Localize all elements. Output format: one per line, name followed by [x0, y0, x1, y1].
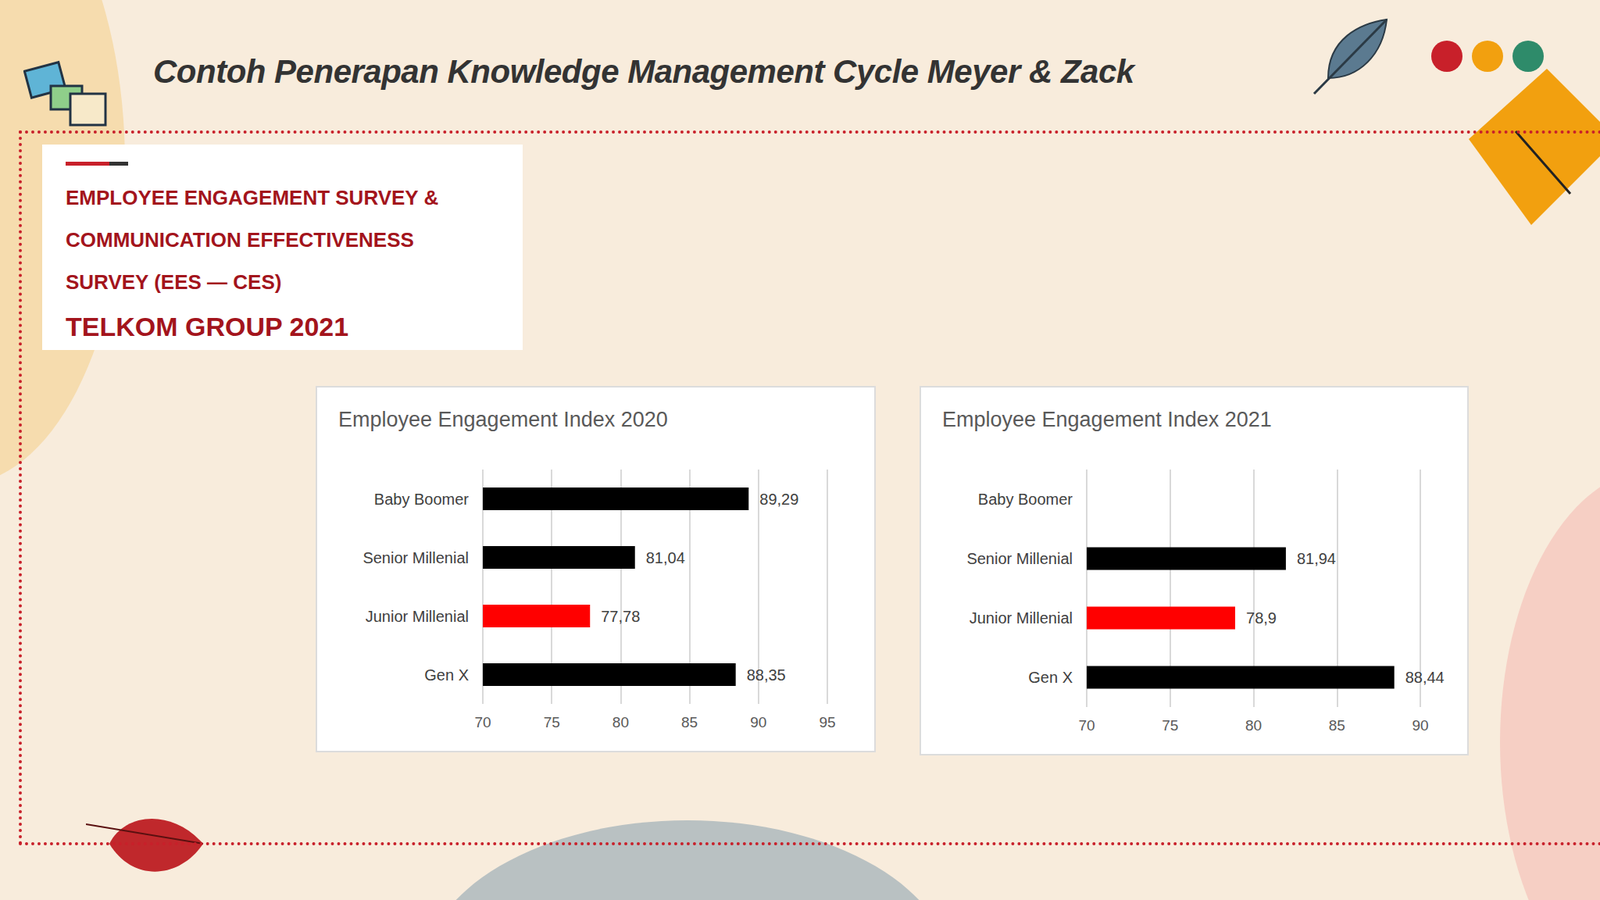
svg-text:70: 70 — [1078, 717, 1095, 734]
svg-text:Employee Engagement Index 2021: Employee Engagement Index 2021 — [942, 407, 1272, 432]
svg-text:Junior Millenial: Junior Millenial — [365, 607, 469, 625]
svg-text:Junior Millenial: Junior Millenial — [969, 609, 1073, 627]
svg-text:85: 85 — [681, 714, 698, 731]
svg-text:80: 80 — [1245, 717, 1262, 734]
svg-text:Senior Millenial: Senior Millenial — [966, 550, 1073, 568]
svg-text:88,35: 88,35 — [746, 666, 786, 684]
svg-text:95: 95 — [818, 714, 836, 731]
svg-text:70: 70 — [474, 714, 491, 731]
svg-text:Baby Boomer: Baby Boomer — [374, 490, 470, 508]
svg-text:Gen X: Gen X — [424, 666, 469, 684]
svg-text:Baby Boomer: Baby Boomer — [978, 490, 1074, 508]
svg-text:81,94: 81,94 — [1296, 550, 1336, 568]
html-text:EMPLOYEE ENGAGEMENT SURVEY &: EMPLOYEE ENGAGEMENT SURVEY & — [65, 185, 439, 210]
svg-text:77,78: 77,78 — [600, 607, 640, 625]
html-text:Contoh Penerapan Knowledge Man: Contoh Penerapan Knowledge Management Cy… — [153, 53, 1135, 90]
svg-text:75: 75 — [1161, 717, 1179, 734]
svg-text:88,44: 88,44 — [1405, 668, 1445, 686]
svg-text:75: 75 — [543, 714, 561, 731]
svg-text:89,29: 89,29 — [759, 490, 799, 508]
html-text:TELKOM GROUP 2021: TELKOM GROUP 2021 — [65, 311, 349, 342]
svg-text:78,9: 78,9 — [1246, 609, 1277, 627]
svg-text:90: 90 — [1411, 717, 1429, 734]
svg-text:Gen X: Gen X — [1028, 668, 1073, 686]
html-text:COMMUNICATION EFFECTIVENESS: COMMUNICATION EFFECTIVENESS — [65, 228, 414, 252]
html-text:SURVEY (EES — CES): SURVEY (EES — CES) — [65, 270, 282, 294]
svg-text:Employee Engagement Index 2020: Employee Engagement Index 2020 — [338, 407, 668, 432]
svg-text:Senior Millenial: Senior Millenial — [362, 549, 469, 567]
svg-text:80: 80 — [612, 714, 629, 731]
svg-text:90: 90 — [750, 714, 767, 731]
svg-text:81,04: 81,04 — [646, 549, 686, 567]
svg-text:85: 85 — [1328, 717, 1346, 734]
